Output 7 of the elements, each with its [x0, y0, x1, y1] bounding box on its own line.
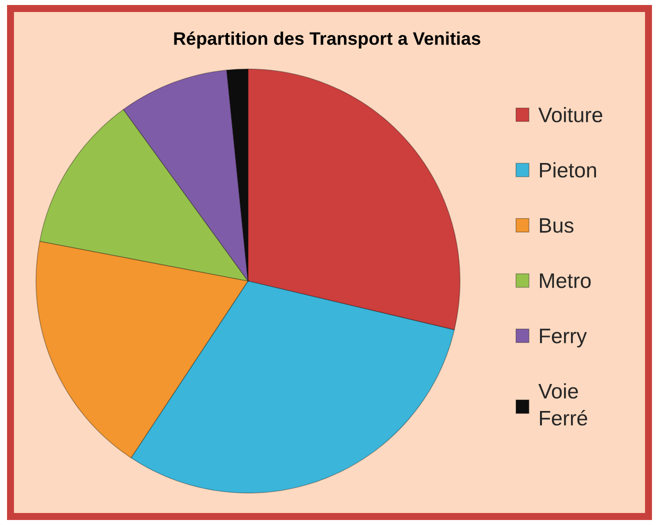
legend-label: Voiture	[538, 107, 602, 122]
chart-title: Répartition des Transport a Venitias	[174, 32, 480, 48]
legend-label: Ferry	[540, 328, 587, 348]
legend-label: Bus	[540, 218, 574, 233]
legend-label: Metro	[540, 274, 591, 288]
legend-label: Voie Ferré	[538, 383, 588, 426]
legend-label: Pieton	[540, 162, 596, 178]
